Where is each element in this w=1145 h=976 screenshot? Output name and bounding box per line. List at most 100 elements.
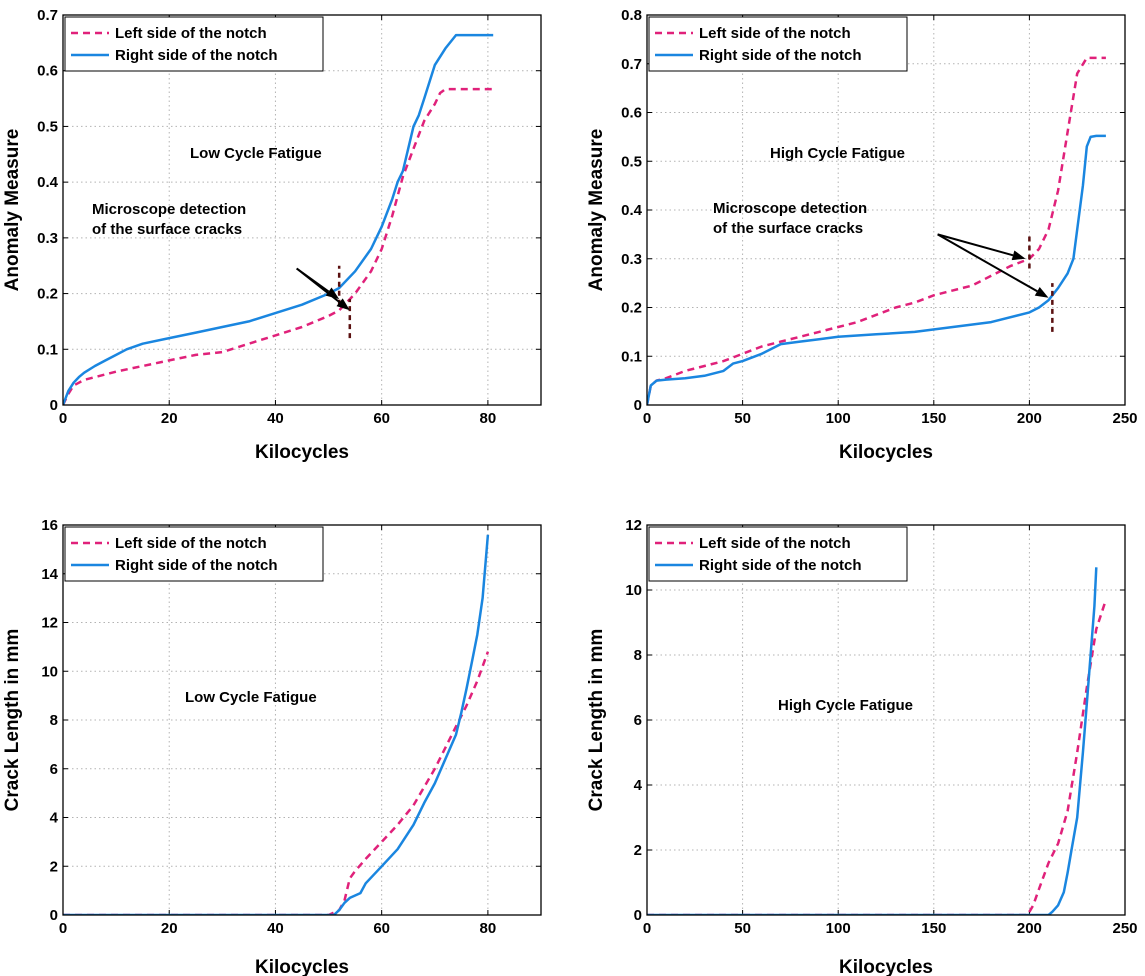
axes-frame bbox=[62, 524, 542, 916]
y-tick-label: 0.4 bbox=[621, 202, 643, 219]
series-line-left bbox=[647, 599, 1108, 915]
axes-frame bbox=[646, 14, 1126, 406]
y-tick-label: 0 bbox=[50, 397, 58, 414]
y-axis-label: Anomaly Measure bbox=[586, 129, 607, 292]
y-tick-label: 2 bbox=[634, 842, 642, 859]
y-axis-label: Anomaly Measure bbox=[2, 129, 23, 292]
annotation-arrowhead bbox=[325, 287, 340, 300]
chart-panel-3: 0 20 40 60 80 0 2 4 6 8 10 12 14 16 Kilocycles Crack Le… bbox=[2, 517, 542, 976]
annotation-arrowhead bbox=[1011, 250, 1026, 261]
y-tick-label: 8 bbox=[634, 647, 642, 664]
y-tick-label: 12 bbox=[625, 517, 642, 534]
y-tick-label: 0.3 bbox=[37, 230, 58, 247]
x-tick-label: 80 bbox=[480, 920, 497, 937]
microscope-note-line: of the surface cracks bbox=[713, 220, 863, 237]
y-tick-label: 0.7 bbox=[37, 7, 58, 24]
x-tick-label: 40 bbox=[267, 410, 284, 427]
y-tick-label: 0 bbox=[634, 907, 642, 924]
legend: Left side of the notch Right side of the … bbox=[648, 16, 908, 72]
x-tick-label: 20 bbox=[161, 410, 178, 427]
fatigue-annotation: Low Cycle Fatigue bbox=[190, 145, 322, 162]
x-axis-label: Kilocycles bbox=[839, 442, 933, 463]
legend-label: Right side of the notch bbox=[115, 557, 278, 574]
series-line-right bbox=[647, 134, 1106, 405]
y-tick-label: 14 bbox=[41, 566, 58, 583]
legend: Left side of the notch Right side of the … bbox=[64, 526, 324, 582]
x-tick-label: 150 bbox=[921, 410, 946, 427]
y-tick-label: 16 bbox=[41, 517, 58, 534]
axes-frame bbox=[62, 14, 542, 406]
fatigue-annotation: High Cycle Fatigue bbox=[770, 145, 905, 162]
annotation-arrowhead bbox=[1034, 286, 1049, 298]
x-tick-label: 0 bbox=[643, 410, 651, 427]
annotation-arrow-line bbox=[937, 233, 1014, 257]
x-tick-label: 250 bbox=[1112, 410, 1137, 427]
legend: Left side of the notch Right side of the … bbox=[648, 526, 908, 582]
legend-label: Right side of the notch bbox=[699, 47, 862, 64]
x-tick-label: 20 bbox=[161, 920, 178, 937]
axes-frame bbox=[646, 524, 1126, 916]
y-tick-label: 0.5 bbox=[621, 153, 642, 170]
legend-label: Right side of the notch bbox=[115, 47, 278, 64]
x-tick-label: 0 bbox=[59, 920, 67, 937]
x-tick-label: 0 bbox=[643, 920, 651, 937]
legend-label: Left side of the notch bbox=[699, 535, 851, 552]
y-axis-label: Crack Length in mm bbox=[2, 629, 23, 812]
y-axis-label: Crack Length in mm bbox=[586, 629, 607, 812]
legend-box bbox=[64, 526, 324, 582]
x-tick-label: 60 bbox=[373, 410, 390, 427]
x-tick-label: 40 bbox=[267, 920, 284, 937]
series-line-right bbox=[63, 534, 490, 915]
chart-panel-1: 0 20 40 60 80 0 0.1 0.2 0.3 0.4 0.5 0.6 0.7 Kilocycle… bbox=[2, 7, 542, 463]
annotation-arrow-line bbox=[937, 233, 1038, 293]
y-tick-label: 0 bbox=[634, 397, 642, 414]
legend: Left side of the notch Right side of the … bbox=[64, 16, 324, 72]
annotation-arrow-line bbox=[296, 267, 341, 304]
y-tick-label: 4 bbox=[50, 810, 59, 827]
series-line-right bbox=[647, 567, 1098, 915]
y-tick-label: 2 bbox=[50, 858, 58, 875]
series-line-left bbox=[647, 56, 1106, 405]
y-tick-label: 10 bbox=[625, 582, 642, 599]
y-tick-label: 0.1 bbox=[37, 341, 58, 358]
microscope-note-line: of the surface cracks bbox=[92, 221, 242, 238]
legend-label: Left side of the notch bbox=[699, 25, 851, 42]
x-axis-label: Kilocycles bbox=[255, 957, 349, 976]
legend-label: Left side of the notch bbox=[115, 535, 267, 552]
legend-label: Right side of the notch bbox=[699, 557, 862, 574]
y-tick-label: 0 bbox=[50, 907, 58, 924]
x-axis-label: Kilocycles bbox=[255, 442, 349, 463]
series-line-left bbox=[63, 87, 494, 405]
x-tick-label: 60 bbox=[373, 920, 390, 937]
y-tick-label: 8 bbox=[50, 712, 58, 729]
x-tick-label: 150 bbox=[921, 920, 946, 937]
x-tick-label: 100 bbox=[826, 410, 851, 427]
x-tick-label: 80 bbox=[480, 410, 497, 427]
y-tick-label: 0.6 bbox=[37, 63, 58, 80]
x-tick-label: 100 bbox=[826, 920, 851, 937]
chart-panel-2: 0 50 100 150 200 250 0 0.1 0.2 0.3 0.4 0.5 0.6 0.7 0.8… bbox=[586, 7, 1138, 463]
legend-label: Left side of the notch bbox=[115, 25, 267, 42]
y-tick-label: 0.4 bbox=[37, 174, 59, 191]
fatigue-annotation: High Cycle Fatigue bbox=[778, 697, 913, 714]
y-tick-label: 6 bbox=[50, 761, 58, 778]
annotation-arrowhead bbox=[336, 298, 350, 311]
x-tick-label: 0 bbox=[59, 410, 67, 427]
x-tick-label: 50 bbox=[734, 410, 751, 427]
x-tick-label: 200 bbox=[1017, 410, 1042, 427]
y-tick-label: 0.7 bbox=[621, 56, 642, 73]
series-line-left bbox=[63, 651, 490, 915]
y-tick-label: 6 bbox=[634, 712, 642, 729]
y-tick-label: 0.3 bbox=[621, 251, 642, 268]
y-tick-label: 0.2 bbox=[37, 286, 58, 303]
y-tick-label: 10 bbox=[41, 663, 58, 680]
x-tick-label: 250 bbox=[1112, 920, 1137, 937]
x-tick-label: 200 bbox=[1017, 920, 1042, 937]
y-tick-label: 12 bbox=[41, 615, 58, 632]
y-tick-label: 0.5 bbox=[37, 118, 58, 135]
microscope-note-line: Microscope detection bbox=[713, 200, 867, 217]
x-axis-label: Kilocycles bbox=[839, 957, 933, 976]
y-tick-label: 0.1 bbox=[621, 348, 642, 365]
y-tick-label: 0.8 bbox=[621, 7, 642, 24]
